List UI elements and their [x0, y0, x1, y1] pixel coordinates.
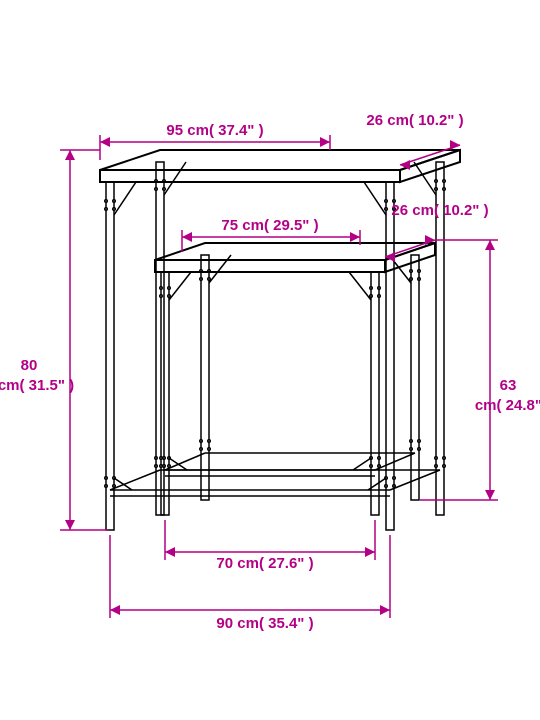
arrowhead [165, 547, 175, 557]
arrowhead [350, 232, 360, 242]
dim-label: 80 [21, 357, 38, 374]
stretcher [375, 453, 415, 470]
brace [114, 478, 132, 490]
arrowhead [485, 490, 495, 500]
brace [164, 162, 186, 195]
stretcher [165, 453, 205, 470]
arrowhead [380, 605, 390, 615]
brace [169, 458, 187, 470]
dim-label: cm( 24.8" ) [475, 397, 540, 414]
dim-label: 26 cm( 10.2" ) [366, 112, 463, 129]
arrowhead [65, 150, 75, 160]
arrowhead [450, 140, 460, 150]
arrowhead [100, 137, 110, 147]
arrowhead [110, 605, 120, 615]
table-leg [371, 272, 379, 515]
stretcher [390, 470, 440, 490]
arrowhead [485, 240, 495, 250]
brace [349, 272, 371, 300]
dim-label: 90 cm( 35.4" ) [216, 615, 313, 632]
table-leg [411, 255, 419, 500]
brace [414, 162, 436, 195]
table-leg [201, 255, 209, 500]
dim-label: 70 cm( 27.6" ) [216, 555, 313, 572]
brace [114, 182, 136, 215]
table-leg [161, 272, 169, 515]
arrowhead [365, 547, 375, 557]
dim-label: 75 cm( 29.5" ) [221, 217, 318, 234]
arrowhead [65, 520, 75, 530]
dim-label: 26 cm( 10.2" ) [391, 202, 488, 219]
brace [169, 272, 191, 300]
brace [364, 182, 386, 215]
table-leg [156, 162, 164, 515]
arrowhead [320, 137, 330, 147]
brace [353, 458, 371, 470]
dim-label: cm( 31.5" ) [0, 377, 74, 394]
dim-label: 95 cm( 37.4" ) [166, 122, 263, 139]
tabletop-front [155, 260, 385, 272]
tabletop-front [100, 170, 400, 182]
dim-label: 63 [500, 377, 517, 394]
arrowhead [182, 232, 192, 242]
